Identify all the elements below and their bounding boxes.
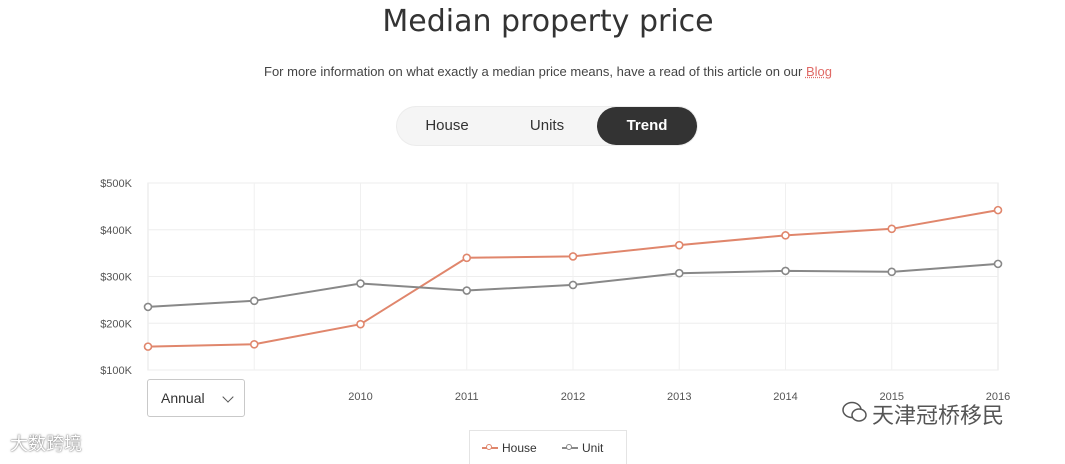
period-select[interactable]: Annual	[147, 379, 245, 417]
data-point-unit	[887, 267, 897, 277]
data-point-house	[249, 339, 259, 349]
watermark-right: 天津冠桥移民	[872, 404, 1005, 429]
page-title: Median property price	[382, 4, 714, 39]
chart-axes: $500K $400K $300K $200K $100K 2010 2011 2012 201…	[100, 178, 1010, 403]
tab-units[interactable]: Units	[497, 107, 597, 145]
data-point-unit	[674, 268, 684, 278]
page-subtitle: For more information on what exactly a m…	[0, 64, 1065, 79]
y-tick-label: $400K	[100, 225, 132, 237]
data-point-unit	[462, 286, 472, 295]
watermark-left: 大数跨境	[10, 434, 82, 455]
x-tick-label: 2010	[348, 391, 372, 403]
legend-label-house: House	[502, 441, 537, 455]
data-point-house	[568, 252, 578, 261]
x-tick-label: 2011	[455, 391, 479, 403]
legend-swatch-unit	[562, 444, 578, 450]
y-tick-label: $500K	[100, 178, 132, 190]
data-point-house	[356, 319, 365, 329]
subtitle-text: For more information on what exactly a m…	[264, 64, 806, 79]
data-point-unit	[568, 280, 578, 290]
x-tick-label: 2015	[880, 391, 904, 403]
data-point-house	[887, 224, 897, 234]
x-tick-label: 2016	[986, 391, 1010, 403]
period-select-value: Annual	[161, 390, 205, 406]
tab-trend[interactable]: Trend	[597, 107, 697, 145]
chart-legend: House Unit	[469, 430, 627, 464]
chart-grid	[147, 182, 999, 371]
legend-label-unit: Unit	[582, 441, 604, 455]
y-tick-label: $200K	[100, 318, 132, 330]
legend-swatch-house	[482, 444, 498, 450]
tab-house[interactable]: House	[397, 107, 497, 145]
data-point-house	[993, 205, 1003, 215]
property-type-tabs: House Units Trend	[397, 107, 697, 145]
blog-link[interactable]: Blog	[805, 64, 832, 79]
chart-series	[143, 205, 1003, 351]
data-point-house	[143, 342, 153, 351]
data-point-house	[462, 253, 472, 263]
data-point-unit	[993, 259, 1003, 269]
x-tick-label: 2012	[561, 391, 585, 403]
x-tick-label: 2013	[667, 391, 691, 403]
wechat-icon	[842, 401, 867, 422]
x-tick-label: 2014	[773, 391, 797, 403]
data-point-unit	[356, 279, 365, 288]
chevron-down-icon	[222, 391, 234, 403]
data-point-house	[674, 240, 684, 250]
legend-item-house[interactable]: House	[482, 441, 537, 455]
y-tick-label: $100K	[100, 365, 132, 377]
data-point-house	[781, 231, 790, 240]
legend-item-unit[interactable]: Unit	[562, 441, 603, 455]
data-point-unit	[249, 296, 259, 306]
y-tick-label: $300K	[100, 272, 132, 284]
data-point-unit	[781, 266, 790, 276]
median-price-chart: $500K $400K $300K $200K $100K 2010 2011 2012 201…	[100, 178, 1010, 403]
data-point-unit	[143, 302, 153, 312]
